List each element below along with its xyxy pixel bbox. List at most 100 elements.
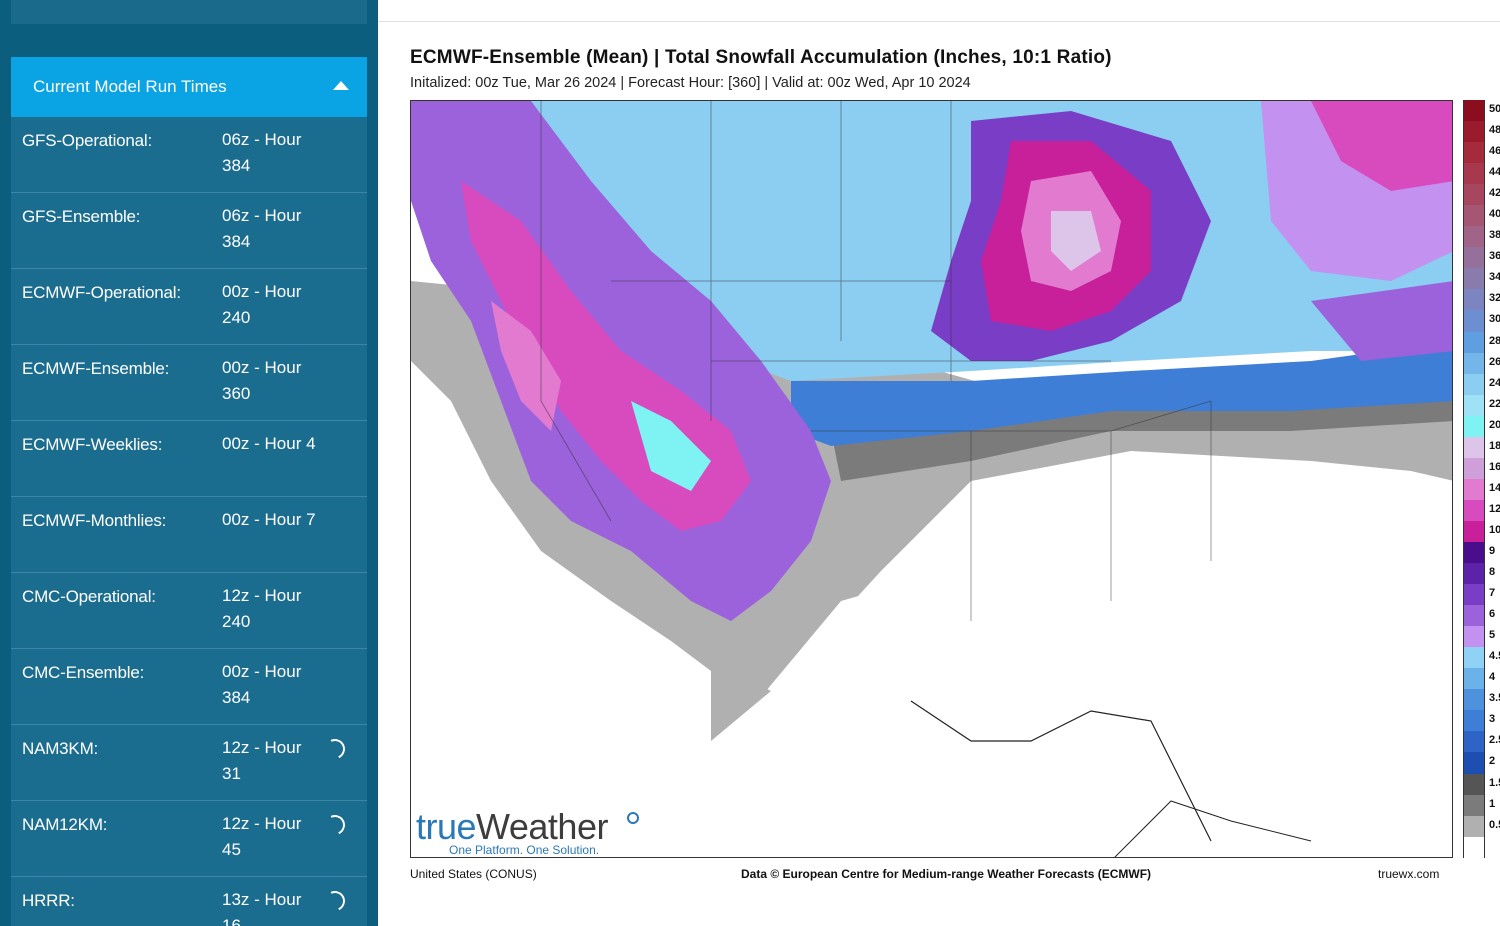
logo-dot-icon bbox=[627, 812, 639, 824]
legend-label: 26 bbox=[1489, 355, 1500, 368]
legend-swatch bbox=[1463, 100, 1485, 122]
legend-swatch bbox=[1463, 457, 1485, 479]
legend-entry: 2 bbox=[1463, 752, 1500, 774]
logo-tagline: One Platform. One Solution. bbox=[449, 843, 600, 857]
legend-label: 8 bbox=[1489, 566, 1496, 579]
legend-swatch bbox=[1463, 247, 1485, 269]
legend-entry: 30 bbox=[1463, 310, 1500, 332]
model-run-time: 00z - Hour 360 bbox=[222, 358, 302, 403]
map-subtitle: Initalized: 00z Tue, Mar 26 2024 | Forec… bbox=[410, 75, 971, 91]
legend-swatch bbox=[1463, 436, 1485, 458]
logo-word-true: true bbox=[416, 806, 477, 847]
sidebar-top-panel bbox=[11, 0, 367, 24]
legend-label: 48 bbox=[1489, 124, 1500, 137]
legend-label: 3.5 bbox=[1489, 692, 1500, 705]
legend-label: 2 bbox=[1489, 755, 1496, 768]
legend-entry: 3.5 bbox=[1463, 689, 1500, 711]
legend-entry: 0.5 bbox=[1463, 815, 1500, 837]
model-run-row[interactable]: NAM3KM: 12z - Hour 31 bbox=[11, 725, 367, 801]
loading-spinner-icon bbox=[322, 888, 348, 914]
legend-label: 4.5 bbox=[1489, 650, 1500, 663]
model-run-row[interactable]: HRRR: 13z - Hour 16 bbox=[11, 877, 367, 926]
model-name: NAM3KM: bbox=[22, 739, 99, 758]
legend-label: 30 bbox=[1489, 313, 1500, 326]
site-credit: truewx.com bbox=[1378, 867, 1440, 881]
legend-entry: 32 bbox=[1463, 289, 1500, 311]
legend-entry: 14 bbox=[1463, 478, 1500, 500]
legend-label: 16 bbox=[1489, 460, 1500, 473]
legend-label: 50 bbox=[1489, 103, 1500, 115]
legend-entry: 7 bbox=[1463, 584, 1500, 606]
legend-entry: 44 bbox=[1463, 163, 1500, 185]
legend-entry: 20 bbox=[1463, 415, 1500, 437]
legend-swatch bbox=[1463, 289, 1485, 311]
legend-swatch bbox=[1463, 499, 1485, 521]
legend-entry: 4.5 bbox=[1463, 647, 1500, 669]
legend-label: 14 bbox=[1489, 481, 1500, 494]
legend-entry: 46 bbox=[1463, 142, 1500, 164]
model-run-row[interactable]: CMC-Operational: 12z - Hour 240 bbox=[11, 573, 367, 649]
model-run-times-header[interactable]: Current Model Run Times bbox=[11, 57, 367, 117]
legend-swatch bbox=[1463, 394, 1485, 416]
model-run-list: GFS-Operational: 06z - Hour 384 GFS-Ensemb… bbox=[11, 117, 367, 926]
model-name: GFS-Ensemble: bbox=[22, 207, 141, 226]
legend-swatch bbox=[1463, 415, 1485, 437]
legend-swatch bbox=[1463, 541, 1485, 564]
legend-label: 10 bbox=[1489, 523, 1500, 536]
model-run-time: 06z - Hour 384 bbox=[222, 206, 302, 251]
model-name: NAM12KM: bbox=[22, 815, 108, 834]
legend-swatch bbox=[1463, 584, 1485, 606]
model-run-row[interactable]: GFS-Ensemble: 06z - Hour 384 bbox=[11, 193, 367, 269]
collapse-caret-icon[interactable] bbox=[333, 81, 349, 90]
model-name: ECMWF-Monthlies: bbox=[22, 511, 167, 530]
legend-entry: 1.5 bbox=[1463, 773, 1500, 795]
legend-label: 18 bbox=[1489, 439, 1500, 452]
legend-label: 9 bbox=[1489, 544, 1496, 557]
legend-swatch bbox=[1463, 205, 1485, 227]
legend-swatch bbox=[1463, 647, 1485, 669]
legend-label: 4 bbox=[1489, 671, 1496, 684]
legend-label: 42 bbox=[1489, 187, 1500, 200]
legend-label: 44 bbox=[1489, 166, 1500, 179]
legend-swatch bbox=[1463, 563, 1485, 585]
panel-title: Current Model Run Times bbox=[33, 77, 227, 96]
legend-swatch bbox=[1463, 478, 1485, 500]
divider bbox=[378, 21, 1500, 22]
legend-entry: 22 bbox=[1463, 394, 1500, 416]
legend-entry: 26 bbox=[1463, 352, 1500, 374]
legend-label: 38 bbox=[1489, 229, 1500, 242]
legend-swatch bbox=[1463, 184, 1485, 206]
model-run-row[interactable]: ECMWF-Operational: 00z - Hour 240 bbox=[11, 269, 367, 345]
legend-label: 1.5 bbox=[1489, 776, 1500, 789]
legend-entry: 2.5 bbox=[1463, 731, 1500, 753]
model-name: CMC-Operational: bbox=[22, 587, 156, 606]
trueweather-logo: trueWeather One Platform. One Solution. bbox=[416, 806, 656, 858]
model-run-row[interactable]: ECMWF-Ensemble: 00z - Hour 360 bbox=[11, 345, 367, 421]
model-run-row[interactable]: ECMWF-Weeklies: 00z - Hour 4 bbox=[11, 421, 367, 497]
snowfall-map-graphic bbox=[411, 101, 1452, 857]
legend-entry: 38 bbox=[1463, 226, 1500, 248]
model-run-row[interactable]: ECMWF-Monthlies: 00z - Hour 7 bbox=[11, 497, 367, 573]
model-run-row[interactable]: CMC-Ensemble: 00z - Hour 384 bbox=[11, 649, 367, 725]
legend-entry: 5 bbox=[1463, 626, 1500, 648]
legend-label: 40 bbox=[1489, 208, 1500, 221]
legend-label: 20 bbox=[1489, 418, 1500, 431]
legend-entry: 1 bbox=[1463, 794, 1500, 816]
model-run-row[interactable]: NAM12KM: 12z - Hour 45 bbox=[11, 801, 367, 877]
legend-swatch bbox=[1463, 752, 1485, 774]
legend-label: 3 bbox=[1489, 713, 1496, 726]
legend-entry: 3 bbox=[1463, 710, 1500, 732]
legend-swatch bbox=[1463, 773, 1485, 795]
model-run-row[interactable]: GFS-Operational: 06z - Hour 384 bbox=[11, 117, 367, 193]
legend-swatch bbox=[1463, 352, 1485, 374]
legend-entry: 36 bbox=[1463, 247, 1500, 269]
model-name: ECMWF-Ensemble: bbox=[22, 359, 170, 378]
legend-label: 24 bbox=[1489, 376, 1500, 389]
legend-label: 0.5 bbox=[1489, 818, 1500, 831]
legend-entry: 16 bbox=[1463, 457, 1500, 479]
model-run-time: 12z - Hour 45 bbox=[222, 814, 302, 859]
legend-swatch bbox=[1463, 373, 1485, 395]
legend-entry: 24 bbox=[1463, 373, 1500, 395]
region-label: United States (CONUS) bbox=[410, 867, 537, 881]
snowfall-map[interactable] bbox=[410, 100, 1453, 858]
